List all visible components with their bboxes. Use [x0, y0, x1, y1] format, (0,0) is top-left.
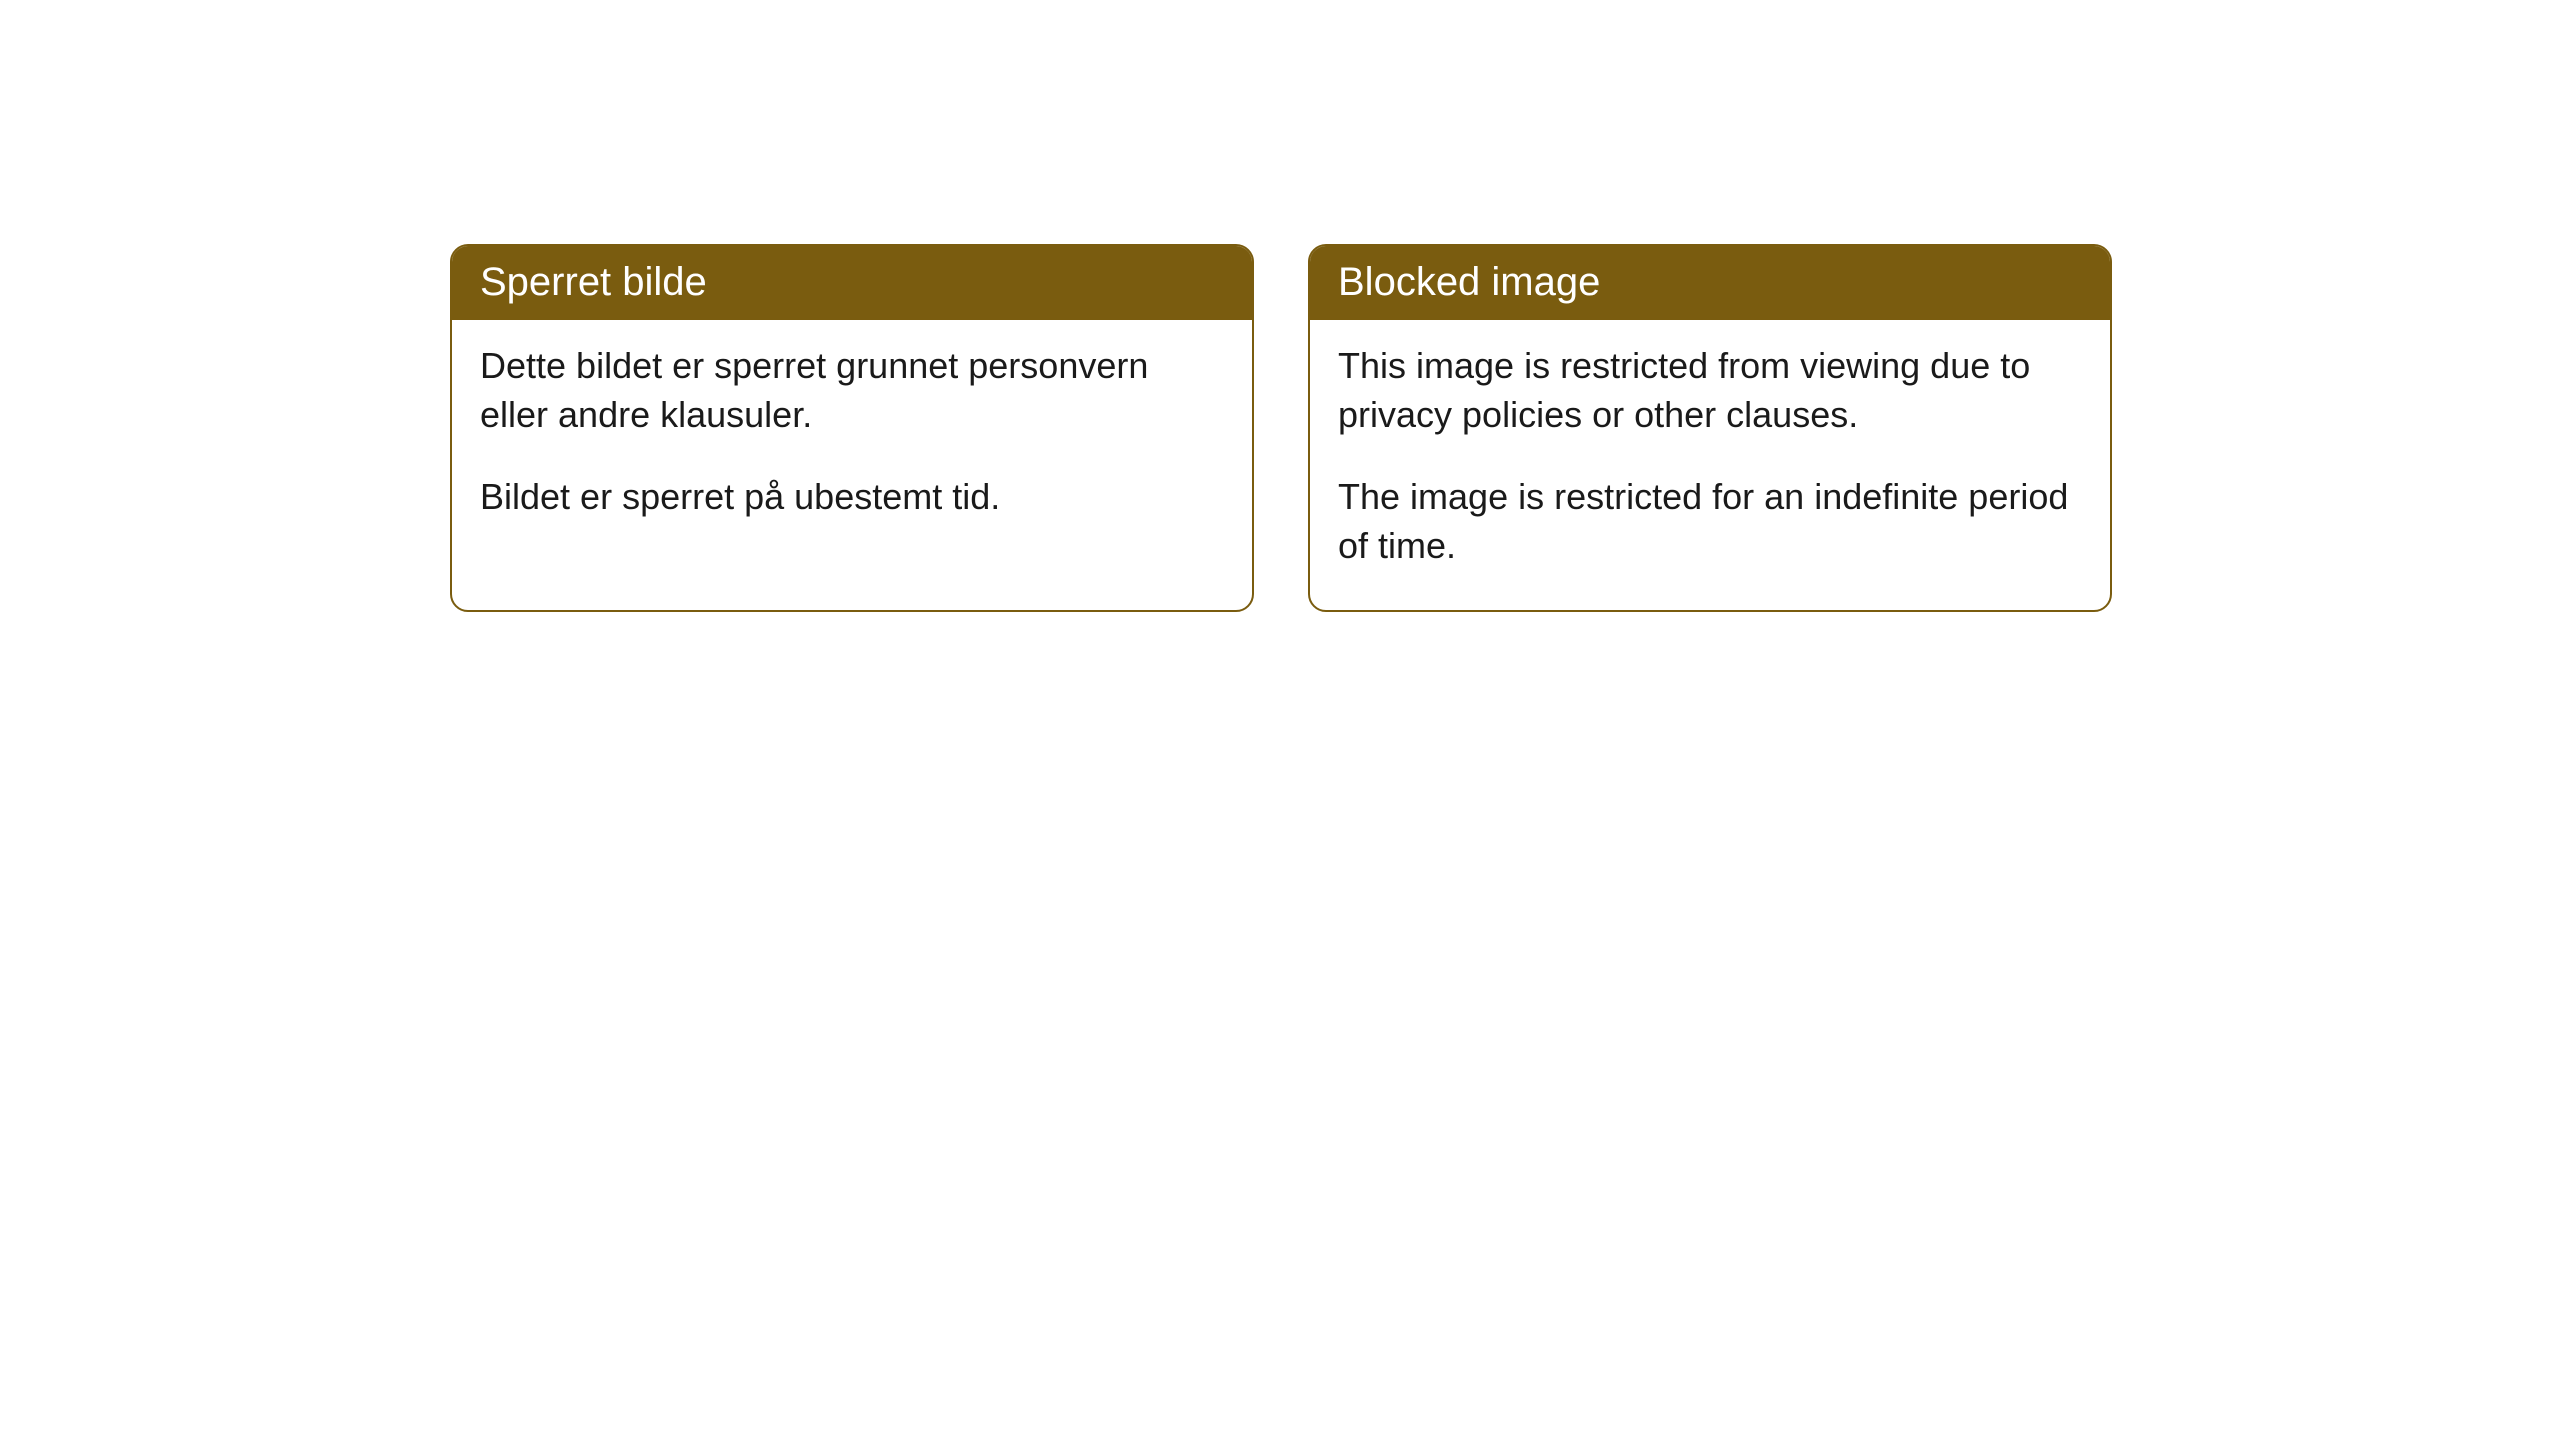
card-body: This image is restricted from viewing du… [1310, 320, 2110, 610]
card-title: Blocked image [1338, 260, 1600, 304]
card-header: Sperret bilde [452, 246, 1252, 320]
blocked-image-card-en: Blocked image This image is restricted f… [1308, 244, 2112, 612]
card-body: Dette bildet er sperret grunnet personve… [452, 320, 1252, 562]
card-title: Sperret bilde [480, 260, 707, 304]
card-paragraph: The image is restricted for an indefinit… [1338, 473, 2082, 570]
blocked-image-card-no: Sperret bilde Dette bildet er sperret gr… [450, 244, 1254, 612]
card-paragraph: Dette bildet er sperret grunnet personve… [480, 342, 1224, 439]
card-paragraph: This image is restricted from viewing du… [1338, 342, 2082, 439]
card-paragraph: Bildet er sperret på ubestemt tid. [480, 473, 1224, 522]
notice-cards-container: Sperret bilde Dette bildet er sperret gr… [450, 244, 2112, 612]
card-header: Blocked image [1310, 246, 2110, 320]
